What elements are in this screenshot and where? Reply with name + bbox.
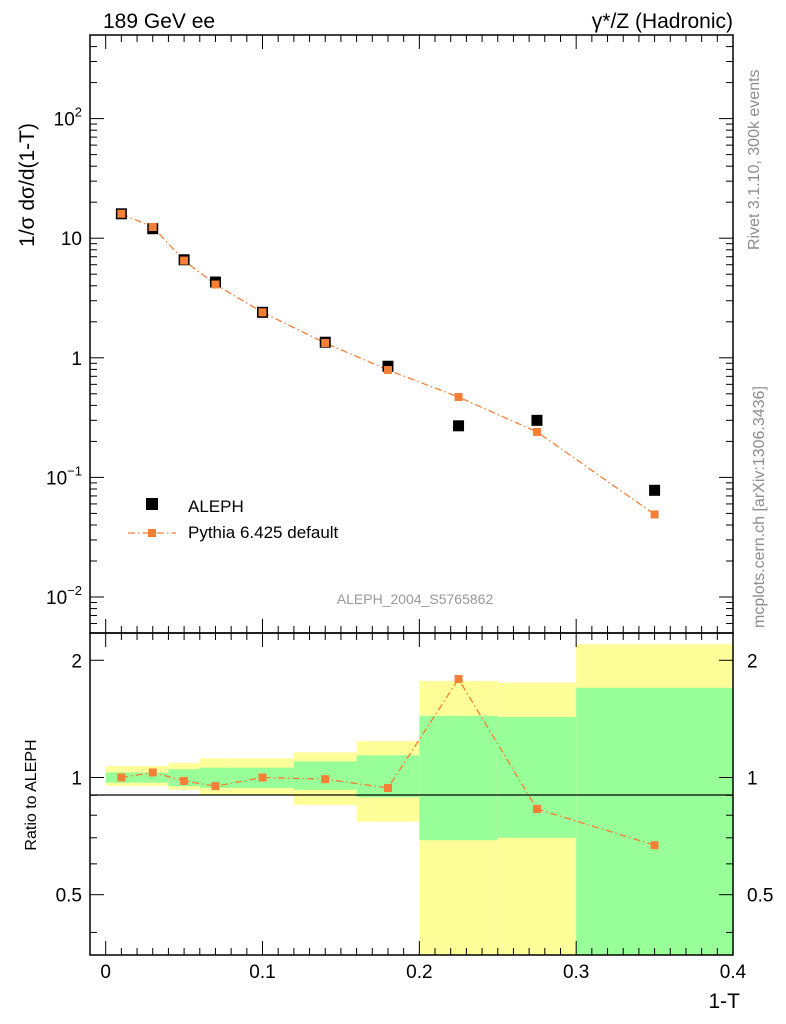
pythia-point [454, 393, 463, 402]
aleph-point [649, 484, 661, 496]
pythia-point [321, 338, 330, 347]
pythia-point [650, 510, 659, 519]
x-tick-label: 0 [100, 962, 111, 983]
pythia-point [211, 280, 220, 289]
green-band [576, 687, 733, 955]
main-y-tick-label: 10−2 [46, 583, 82, 609]
x-tick-label: 0.2 [406, 962, 432, 983]
aleph-point [531, 414, 543, 426]
main-y-tick-label: 10−1 [46, 463, 82, 489]
ratio-panel: 0.5 0.51 12 2 0 0.1 0.2 0.3 0.4 Ratio to ALEPH … [23, 632, 773, 1013]
main-panel: 10−2 10−1 1 10 102 1/σ dσ/d(1-T) ALEPH_2004_… [16, 34, 734, 634]
pythia-series-line [121, 213, 655, 515]
main-frame [89, 34, 734, 634]
pythia-point [532, 427, 541, 436]
main-x-ticks [105, 35, 734, 633]
pythia-point [180, 256, 189, 265]
aleph-point [453, 420, 465, 432]
header-right-label: γ*/Z (Hadronic) [592, 10, 733, 33]
ratio-y-tick-label: 1 [71, 768, 82, 789]
ratio-y-tick-label: 2 [71, 651, 82, 672]
pythia-point [117, 209, 126, 218]
main-y-tick-label: 10 [61, 229, 82, 250]
ratio-point [211, 782, 220, 791]
legend: ALEPH Pythia 6.425 default [128, 497, 339, 542]
ratio-y-tick-label-right: 0.5 [747, 886, 773, 907]
legend-aleph-marker [146, 498, 158, 510]
legend-pythia-label: Pythia 6.425 default [188, 523, 339, 542]
ratio-point [532, 804, 541, 813]
main-y-ticks: 10−2 10−1 1 10 102 [46, 34, 733, 634]
ratio-point [383, 783, 392, 792]
green-band [419, 715, 498, 841]
uncertainty-bands [105, 644, 733, 955]
ratio-point [258, 773, 267, 782]
ratio-y-tick-label-right: 2 [747, 651, 758, 672]
x-axis-label: 1-T [709, 990, 741, 1013]
x-tick-label: 0.1 [249, 962, 275, 983]
rivet-version-label: Rivet 3.1.10, 300k events [746, 69, 763, 250]
legend-aleph-label: ALEPH [188, 497, 244, 516]
ratio-points [117, 675, 659, 850]
x-tick-label: 0.4 [720, 962, 747, 983]
x-tick-label: 0.3 [563, 962, 589, 983]
ratio-point [117, 773, 126, 782]
main-y-tick-label: 102 [54, 105, 82, 131]
green-band [137, 772, 169, 783]
analysis-label: ALEPH_2004_S5765862 [337, 591, 494, 607]
main-y-tick-label: 1 [71, 349, 82, 370]
ratio-y-axis-label: Ratio to ALEPH [23, 739, 40, 850]
green-band [497, 716, 577, 838]
pythia-point [148, 223, 157, 232]
pythia-point [258, 308, 267, 317]
ratio-y-tick-label: 0.5 [56, 886, 82, 907]
ratio-x-ticks: 0 0.1 0.2 0.3 0.4 [100, 633, 747, 983]
mcplots-label: mcplots.cern.ch [arXiv:1306.3436] [751, 386, 768, 628]
legend-pythia-marker [148, 529, 156, 537]
ratio-point [454, 675, 463, 684]
pythia-point [383, 366, 392, 375]
ratio-frame [89, 632, 734, 956]
header-left-label: 189 GeV ee [103, 10, 215, 33]
green-band [199, 767, 232, 788]
main-points [115, 208, 661, 519]
main-y-axis-label: 1/σ dσ/d(1-T) [16, 123, 39, 247]
ratio-series-line [121, 677, 655, 846]
ratio-y-tick-label-right: 1 [747, 768, 758, 789]
ratio-point [180, 776, 189, 785]
ratio-point [650, 841, 659, 850]
ratio-point [148, 768, 157, 777]
ratio-y-ticks: 0.5 0.5 1 1 2 2 [56, 651, 773, 933]
ratio-point [321, 775, 330, 784]
